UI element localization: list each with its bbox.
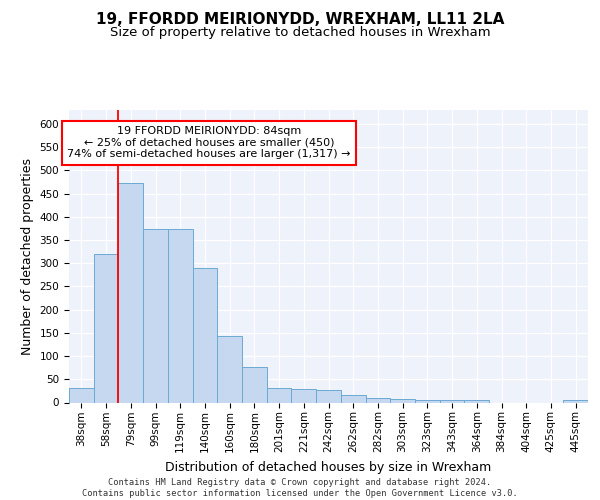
Bar	[217, 336, 242, 402]
Bar	[143, 229, 168, 402]
Bar	[242, 367, 267, 402]
Bar	[94, 254, 118, 402]
Text: 19 FFORDD MEIRIONYDD: 84sqm
← 25% of detached houses are smaller (450)
74% of se: 19 FFORDD MEIRIONYDD: 84sqm ← 25% of det…	[67, 126, 351, 160]
Bar	[464, 400, 489, 402]
Text: Size of property relative to detached houses in Wrexham: Size of property relative to detached ho…	[110, 26, 490, 39]
Bar	[341, 395, 365, 402]
Text: 19, FFORDD MEIRIONYDD, WREXHAM, LL11 2LA: 19, FFORDD MEIRIONYDD, WREXHAM, LL11 2LA	[96, 12, 504, 28]
Bar	[390, 399, 415, 402]
Bar	[69, 388, 94, 402]
Bar	[316, 390, 341, 402]
Bar	[118, 183, 143, 402]
X-axis label: Distribution of detached houses by size in Wrexham: Distribution of detached houses by size …	[166, 460, 491, 473]
Bar	[415, 400, 440, 402]
Bar	[168, 229, 193, 402]
Bar	[193, 268, 217, 402]
Bar	[563, 400, 588, 402]
Bar	[267, 388, 292, 402]
Y-axis label: Number of detached properties: Number of detached properties	[21, 158, 34, 355]
Bar	[440, 400, 464, 402]
Text: Contains HM Land Registry data © Crown copyright and database right 2024.
Contai: Contains HM Land Registry data © Crown c…	[82, 478, 518, 498]
Bar	[292, 389, 316, 402]
Bar	[365, 398, 390, 402]
